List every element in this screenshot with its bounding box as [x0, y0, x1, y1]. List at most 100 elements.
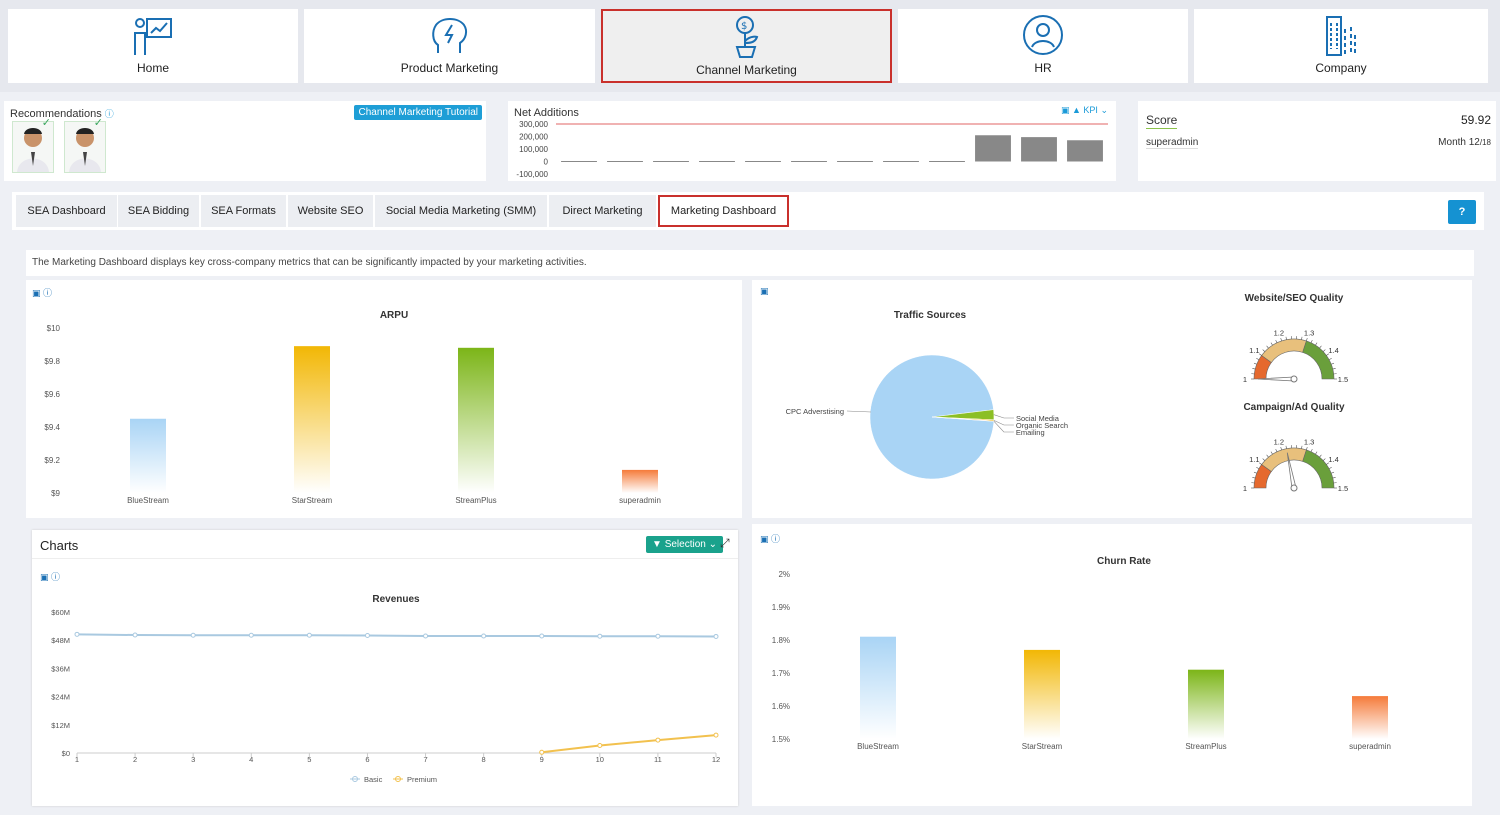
gauge-tick-mark [1328, 467, 1332, 469]
tab-sea-bidding[interactable]: SEA Bidding [118, 195, 199, 227]
x-axis-label: StreamPlus [455, 496, 496, 505]
arpu-chart: $10 $9.8 $9.6 $9.4 $9.2 $9 BlueStream StarStrea… [44, 324, 661, 505]
gauge-tick-mark [1322, 349, 1326, 352]
gauge-tick-mark [1306, 447, 1308, 451]
x-axis-label: 5 [307, 755, 311, 764]
net-additions-panel: Net Additions ▣ ▲ KPI ⌄ 300,000 200,000 10… [508, 101, 1116, 181]
monitor-icon[interactable]: ▣ [1060, 105, 1070, 115]
chart-bar [622, 469, 658, 493]
monitor-icon[interactable]: ▣ [760, 534, 769, 544]
score-value: 59.92 [1460, 113, 1491, 127]
y-axis-tick: 1.9% [772, 603, 790, 612]
kpi-controls[interactable]: ▣ ▲ KPI ⌄ [1061, 105, 1108, 116]
monitor-icon[interactable]: ▣ [40, 572, 49, 582]
avatar[interactable]: ✓ [12, 117, 54, 173]
x-axis-label: superadmin [1349, 742, 1391, 751]
traffic-panel: ▣ Traffic Sources CPC Adverstising Social… [752, 280, 1472, 518]
y-axis-tick: 1.7% [772, 669, 790, 678]
gauge-tick-mark [1322, 458, 1326, 461]
nav-label: Company [1315, 61, 1367, 75]
monitor-icon[interactable]: ▣ [760, 286, 769, 296]
gauge-tick-mark [1256, 358, 1260, 360]
gauge-tick-mark [1331, 471, 1335, 474]
gauge-tick-mark [1331, 362, 1335, 365]
pie-label-leader [993, 420, 1014, 426]
gauge-tick-mark [1280, 447, 1282, 451]
gauge-tick-mark [1326, 353, 1329, 356]
tab-sea-dashboard[interactable]: SEA Dashboard [16, 195, 117, 227]
selection-button[interactable]: ▼ Selection ⌄ [646, 536, 723, 553]
y-axis-tick: $9.4 [44, 423, 60, 432]
panel-icons[interactable]: ▣ ⓘ [40, 570, 60, 583]
tab-social-media-marketing[interactable]: Social Media Marketing (SMM) [375, 195, 547, 227]
gauge-tick-mark [1253, 362, 1257, 365]
month-total: /18 [1479, 138, 1491, 147]
gauge-tick-mark [1315, 451, 1318, 455]
tab-website-seo[interactable]: Website SEO [288, 195, 373, 227]
gauge-tick-mark [1310, 339, 1313, 343]
gauge-tick-label: 1.2 [1274, 437, 1284, 446]
gauge-tick-label: 1.3 [1304, 328, 1314, 337]
help-circle-icon[interactable]: ⓘ [51, 572, 61, 582]
pie-slice [869, 354, 995, 480]
help-button[interactable]: ? [1448, 200, 1476, 224]
panel-icons[interactable]: ▣ ⓘ [760, 532, 780, 545]
chart-bar [1352, 696, 1388, 739]
presentation-icon [134, 18, 172, 55]
help-circle-icon[interactable]: ⓘ [771, 534, 781, 544]
score-panel: Score 59.92 superadmin Month 12/18 [1138, 101, 1496, 181]
nav-channel-marketing[interactable]: $ Channel Marketing [601, 9, 892, 83]
monitor-icon[interactable]: ▣ [32, 288, 41, 298]
panel-icons[interactable]: ▣ [760, 286, 769, 297]
x-axis-label: 12 [712, 755, 720, 764]
y-axis-tick: $60M [51, 608, 70, 617]
net-additions-bar [1021, 137, 1057, 162]
gauge-tick-mark [1270, 342, 1273, 346]
chart-bar [860, 636, 896, 739]
data-point [248, 632, 254, 638]
data-point [655, 633, 661, 639]
gauge-tick-mark [1266, 454, 1269, 458]
area-chart-icon[interactable]: ▲ [1071, 105, 1081, 115]
nav-home[interactable]: Home [8, 9, 298, 83]
help-circle-icon[interactable]: ⓘ [104, 109, 114, 119]
panel-icons[interactable]: ▣ ⓘ [32, 286, 52, 299]
gauge-tick-label: 1 [1243, 375, 1247, 384]
arpu-title: ARPU [379, 310, 409, 321]
pie-label-leader [846, 410, 872, 413]
gauge-tick-mark [1252, 368, 1256, 370]
nav-hr[interactable]: HR [898, 9, 1188, 83]
y-axis-tick: $0 [62, 749, 70, 758]
gauge-tick-mark [1266, 345, 1269, 349]
help-circle-icon[interactable]: ⓘ [43, 288, 53, 298]
charts-panel: Charts ▼ Selection ⌄ ⤢ ▣ ⓘ Revenues $60M… [32, 530, 738, 806]
x-axis-label: superadmin [619, 496, 661, 505]
building-icon [1326, 16, 1356, 56]
checkmark-icon: ✓ [41, 117, 51, 129]
avatar[interactable]: ✓ [64, 117, 106, 173]
data-point [655, 737, 661, 743]
chart-bar [130, 418, 166, 493]
data-point [713, 732, 719, 738]
net-additions-bar [975, 135, 1011, 162]
chevron-down-icon: ⌄ [1100, 105, 1108, 115]
tab-sea-formats[interactable]: SEA Formats [201, 195, 286, 227]
filter-icon: ▼ [652, 539, 662, 550]
y-axis-tick: 1.8% [772, 636, 790, 645]
tab-direct-marketing[interactable]: Direct Marketing [549, 195, 656, 227]
kpi-dropdown[interactable]: KPI [1083, 105, 1098, 115]
campaign-gauge-title: Campaign/Ad Quality [1243, 402, 1345, 413]
data-point [539, 749, 545, 755]
score-label: Score [1146, 113, 1178, 129]
tab-marketing-dashboard[interactable]: Marketing Dashboard [658, 195, 789, 227]
pie-label-leader [993, 414, 1014, 419]
gauge-tick-mark [1253, 471, 1257, 474]
chart-bar [294, 346, 330, 493]
data-point [423, 633, 429, 639]
expand-icon[interactable]: ⤢ [720, 536, 730, 550]
nav-company[interactable]: Company [1194, 9, 1488, 83]
tutorial-button[interactable]: Channel Marketing Tutorial [354, 105, 482, 120]
recommendations-label: Recommendations [10, 108, 102, 120]
nav-product-marketing[interactable]: Product Marketing [304, 9, 595, 83]
gauge-tick-mark [1332, 368, 1336, 370]
